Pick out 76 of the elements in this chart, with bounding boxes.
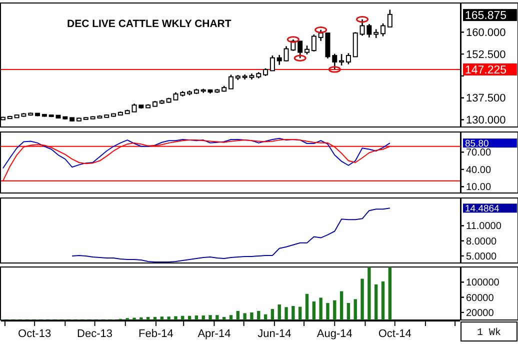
- y-tick-label: 160.000: [466, 27, 506, 40]
- y-tick-label: 10.00: [466, 182, 492, 194]
- ref-line-label: 147.225: [465, 64, 507, 77]
- y-tick-label: 40.00: [466, 164, 492, 176]
- line-series: [2, 138, 390, 169]
- bar: [181, 316, 184, 320]
- bar: [333, 300, 336, 320]
- x-tick-label: Oct-14: [378, 328, 412, 340]
- bar: [257, 310, 260, 320]
- candlestick: [380, 22, 386, 37]
- y-tick-label: 130.000: [466, 114, 506, 127]
- bar: [270, 309, 274, 320]
- candlestick: [339, 53, 344, 66]
- bar: [250, 312, 254, 320]
- bar: [292, 306, 295, 320]
- bar: [243, 313, 246, 320]
- candlestick: [346, 52, 351, 65]
- candlestick: [298, 40, 303, 59]
- bar: [360, 278, 364, 320]
- y-tick-label: 20000: [466, 308, 494, 319]
- y-tick-label: 152.500: [466, 48, 506, 61]
- bar: [368, 267, 371, 320]
- bar: [374, 284, 378, 320]
- x-tick-label: Feb-14: [138, 328, 174, 340]
- candlestick: [352, 32, 358, 58]
- bar: [340, 291, 344, 320]
- candlestick: [270, 54, 275, 72]
- candlestick: [387, 9, 392, 28]
- line-series: [72, 208, 390, 262]
- y-tick-label: 11.0000: [466, 221, 502, 232]
- bar: [278, 304, 281, 320]
- bar: [202, 315, 205, 320]
- bar: [388, 267, 392, 320]
- candlestick: [332, 53, 338, 70]
- text: 1 Wk: [476, 327, 502, 339]
- text: DEC LIVE CATTLE WKLY CHART: [67, 18, 232, 30]
- text: 85.80: [465, 138, 489, 150]
- text: 165.875: [465, 10, 507, 22]
- x-tick-label: Apr-14: [198, 328, 231, 340]
- bar: [381, 281, 385, 320]
- bar: [346, 302, 350, 320]
- bar: [188, 316, 192, 320]
- bar: [229, 315, 233, 320]
- bar: [264, 314, 268, 320]
- bar: [354, 299, 357, 320]
- y-tick-label: 5.0000: [466, 251, 498, 262]
- x-tick-label: Oct-13: [18, 328, 52, 340]
- bar: [236, 310, 240, 320]
- y-tick-label: 70.00: [466, 148, 492, 159]
- bar: [167, 316, 170, 320]
- y-tick-label: 60000: [466, 292, 494, 304]
- candlestick: [311, 34, 316, 52]
- bar: [208, 315, 212, 320]
- bar: [146, 316, 150, 320]
- bar: [153, 316, 157, 320]
- bar: [216, 315, 219, 320]
- text: 14.4864: [465, 204, 500, 215]
- bar: [284, 307, 288, 320]
- bar: [222, 316, 226, 320]
- bar: [140, 317, 143, 320]
- bar: [326, 302, 330, 320]
- y-tick-label: 100000: [466, 278, 500, 289]
- x-tick-label: Aug-14: [316, 328, 352, 340]
- y-tick-label: 137.500: [466, 92, 506, 105]
- bar: [319, 298, 322, 320]
- bar: [174, 316, 178, 320]
- x-tick-label: Jun-14: [258, 328, 292, 340]
- x-tick-label: Dec-13: [77, 328, 113, 340]
- y-tick-label: 8.0000: [466, 236, 498, 248]
- candlestick: [228, 74, 234, 90]
- bar: [312, 301, 316, 320]
- bar: [305, 294, 309, 320]
- bar: [194, 315, 198, 320]
- bar: [160, 316, 164, 320]
- bar: [298, 306, 302, 320]
- candlestick: [276, 54, 282, 66]
